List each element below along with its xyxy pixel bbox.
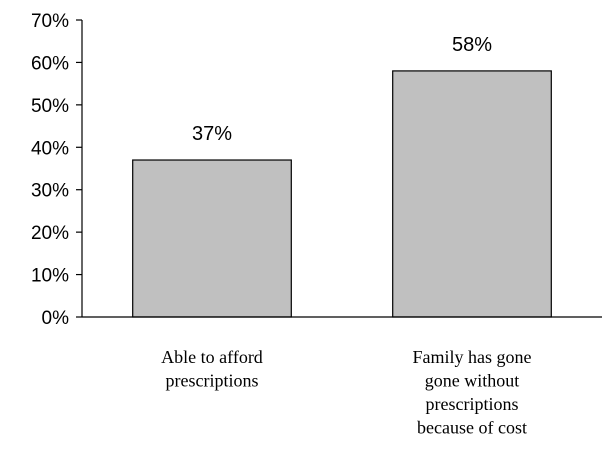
bar-value-label: 58%	[452, 34, 492, 56]
bar	[132, 159, 292, 318]
data-labels-group: 37% 58%	[192, 34, 492, 145]
y-axis-ticks: 0% 10% 20% 30% 40% 50% 60% 70%	[31, 11, 82, 329]
y-tick-label: 50%	[31, 96, 69, 117]
bar	[392, 70, 552, 318]
y-tick-label: 60%	[31, 53, 69, 74]
x-category-label-line: prescriptions	[166, 371, 259, 391]
y-tick-label: 40%	[31, 138, 69, 159]
x-category-label-line: Family has gone	[413, 347, 532, 367]
y-tick-label: 30%	[31, 181, 69, 202]
y-tick-label: 70%	[31, 11, 69, 32]
bars-group	[132, 70, 552, 318]
bar-value-label: 37%	[192, 123, 232, 145]
x-category-label: Family has gone gone without prescriptions…	[413, 347, 532, 438]
x-category-label-line: gone without	[425, 371, 520, 391]
y-tick-label: 10%	[31, 266, 69, 287]
y-tick-label: 20%	[31, 223, 69, 244]
x-category-label-line: Able to afford	[161, 347, 263, 367]
x-category-label: Able to afford prescriptions	[161, 347, 263, 391]
y-tick-label: 0%	[42, 308, 70, 329]
x-category-label-line: because of cost	[417, 418, 527, 438]
x-category-label-line: prescriptions	[426, 394, 519, 414]
